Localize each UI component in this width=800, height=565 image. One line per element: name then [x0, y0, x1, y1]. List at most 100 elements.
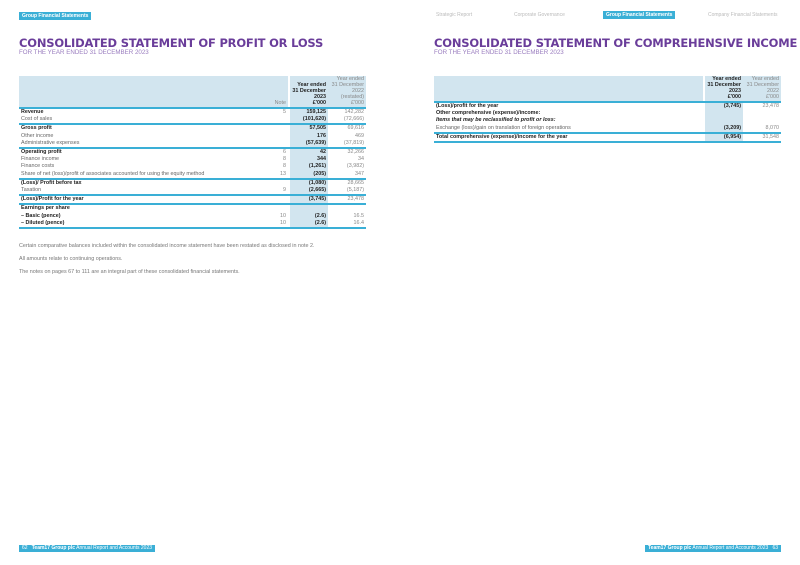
page-title: CONSOLIDATED STATEMENT OF COMPREHENSIVE … [434, 36, 798, 50]
report-name: Annual Report and Accounts 2023 [76, 545, 153, 551]
prior-year-value: (72,666) [328, 116, 366, 126]
row-note [268, 133, 289, 140]
table-row: Administrative expenses (57,639) (37,819) [19, 139, 366, 150]
header-line: £'000 [350, 100, 364, 106]
page-subtitle: FOR THE YEAR ENDED 31 DECEMBER 2023 [19, 49, 149, 56]
row-note [268, 124, 289, 132]
nav-company-financial-statements[interactable]: Company Financial Statements [708, 12, 778, 18]
row-note: 6 [283, 149, 286, 156]
table-row: Cost of sales (101,620) (72,666) [19, 116, 366, 126]
prior-year-value: 31,548 [743, 132, 781, 144]
page-subtitle: FOR THE YEAR ENDED 31 DECEMBER 2023 [434, 49, 564, 56]
prior-year-value: (37,819) [328, 139, 366, 150]
row-note: 8 [283, 163, 286, 170]
current-year-header: Year ended 31 December 2023 £'000 [703, 76, 743, 103]
row-label: Cost of sales [19, 116, 268, 126]
current-year-value: 344 [288, 156, 328, 164]
table-row: Share of net (loss)/profit of associates… [19, 170, 366, 180]
row-note: 8 [283, 156, 286, 163]
row-label: Taxation [19, 187, 268, 197]
current-year-value: (2.6) [288, 219, 328, 230]
header-line: £'000 [765, 94, 779, 100]
row-label: Exchange (loss)/gain on translation of f… [434, 124, 704, 134]
page-title: CONSOLIDATED STATEMENT OF PROFIT OR LOSS [19, 36, 324, 50]
current-year-value: (57,639) [288, 139, 328, 150]
header-line: 2023 [314, 94, 326, 100]
current-year-header: Year ended 31 December 2023 £'000 [288, 76, 328, 109]
prior-year-value: 23,478 [762, 103, 780, 109]
row-note: 5 [283, 109, 286, 115]
prior-year-header: Year ended 31 December 2022 £'000 [743, 76, 781, 103]
row-label: (Loss)/ Profit before tax [21, 179, 82, 186]
table-row: Gross profit 57,505 69,616 [19, 124, 366, 133]
page-footer-right: Team17 Group plc Annual Report and Accou… [644, 545, 781, 552]
row-label: Other comprehensive (expense)/income: [436, 110, 541, 117]
table-row: (Loss)/profit for the year (3,745) 23,478 [434, 102, 781, 111]
current-year-value: 159,125 [288, 108, 328, 117]
row-label: Finance costs [21, 163, 55, 170]
current-year-value: 57,505 [288, 124, 328, 133]
row-note [268, 179, 289, 187]
table-row: Total comprehensive (expense)/income for… [434, 132, 781, 144]
row-label: Revenue [21, 109, 44, 115]
row-label: Operating profit [21, 149, 62, 156]
row-note: 13 [268, 170, 289, 180]
current-year-value: (2.6) [288, 212, 328, 220]
table-row: (Loss)/Profit for the year (3,745) 23,478 [19, 195, 366, 206]
nav-corporate-governance[interactable]: Corporate Governance [514, 12, 565, 18]
table-row: Finance costs 8 (1,261) (3,982) [19, 163, 366, 171]
row-note [268, 139, 289, 150]
row-label: Other income [21, 132, 54, 139]
prior-year-value: 69,616 [347, 125, 365, 132]
nav-strategic-report[interactable]: Strategic Report [436, 12, 473, 18]
prior-year-value: 34 [358, 156, 364, 163]
header-line: Year ended [297, 82, 326, 88]
row-note: 10 [268, 219, 289, 230]
table-row: – Basic (pence) 10 (2.6) 16.5 [19, 212, 366, 220]
table-row: Items that may be reclassified to profit… [434, 117, 781, 125]
row-label: – Diluted (pence) [19, 219, 268, 230]
company-name: Team17 Group plc [647, 545, 692, 551]
header-line: 31 December [746, 82, 779, 88]
header-line: Year ended [751, 76, 779, 82]
note-header: Note [268, 76, 289, 109]
row-label: Administrative expenses [19, 139, 268, 150]
table-header: Year ended 31 December 2023 £'000 Year e… [434, 76, 781, 103]
prior-year-value: 28,665 [347, 179, 365, 186]
current-year-value: (1,261) [288, 163, 328, 171]
page-number: 63 [772, 545, 778, 551]
header-line: £'000 [727, 94, 741, 100]
current-year-value: (1,080) [288, 178, 328, 188]
table-row: Exchange (loss)/gain on translation of f… [434, 124, 781, 134]
current-year-value: (205) [288, 170, 328, 180]
current-year-value: (6,954) [703, 132, 743, 144]
current-year-value: (101,620) [288, 116, 328, 126]
table-row: Other comprehensive (expense)/income: [434, 110, 781, 118]
current-year-value [288, 204, 328, 213]
report-name: Annual Report and Accounts 2023 [692, 545, 769, 551]
row-label: (Loss)/profit for the year [436, 103, 499, 109]
table-row: Revenue 5 159,125 142,282 [19, 108, 366, 117]
table-row: Other income 176 469 [19, 132, 366, 140]
integral-part-note: The notes on pages 67 to 111 are an inte… [19, 269, 240, 275]
comprehensive-income-table: Year ended 31 December 2023 £'000 Year e… [434, 76, 781, 144]
header-line: 2022 [767, 88, 779, 94]
prior-year-value [328, 204, 366, 212]
row-note: 9 [268, 187, 289, 197]
table-row: Taxation 9 (2,665) (5,187) [19, 187, 366, 197]
header-line: 2022 [352, 88, 364, 94]
header-line: £'000 [312, 100, 326, 106]
current-year-value [703, 117, 743, 125]
nav-group-financial-statements[interactable]: Group Financial Statements [603, 11, 676, 19]
header-line: (restated) [340, 94, 364, 100]
header-line: Year ended [712, 76, 741, 82]
row-label: Total comprehensive (expense)/income for… [434, 132, 704, 144]
current-year-value: (3,209) [703, 124, 743, 134]
restatement-note: Certain comparative balances included wi… [19, 243, 315, 249]
header-line: 2023 [729, 88, 741, 94]
prior-year-value: 469 [355, 132, 364, 139]
page-footer-left: 62 Team17 Group plc Annual Report and Ac… [19, 545, 156, 552]
page-number: 62 [22, 545, 28, 551]
table-row: Operating profit 6 42 32,266 [19, 148, 366, 157]
current-year-value: (3,745) [703, 102, 743, 111]
